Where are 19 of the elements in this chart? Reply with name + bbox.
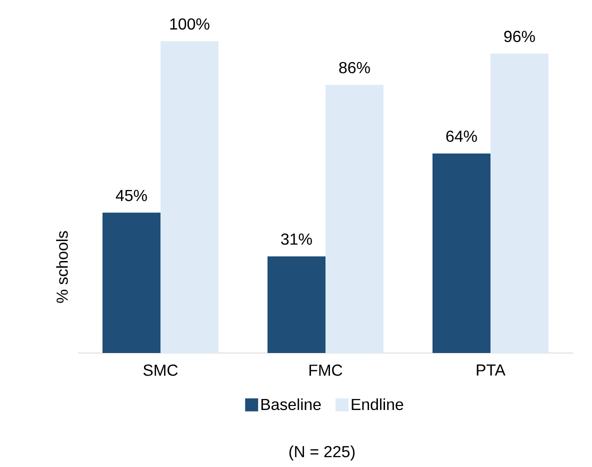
data-label: 45% — [116, 190, 147, 202]
bar — [102, 212, 161, 354]
bar — [160, 41, 219, 354]
x-tick-label: SMC — [143, 364, 178, 376]
x-tick-label: FMC — [309, 364, 342, 376]
data-label: 64% — [446, 130, 477, 142]
legend-label: Baseline — [261, 398, 321, 410]
data-label: 100% — [170, 18, 210, 30]
bar — [326, 84, 384, 354]
legend-label: Endline — [352, 398, 404, 410]
data-label: 86% — [339, 62, 370, 74]
bar — [490, 54, 549, 354]
data-label: 31% — [281, 233, 312, 245]
data-label: 96% — [504, 30, 535, 42]
x-tick-label: PTA — [476, 364, 506, 376]
text: (N = 225) — [289, 446, 355, 460]
bar — [432, 153, 490, 354]
y-axis-title: % schools — [56, 231, 68, 303]
bar — [268, 256, 326, 354]
